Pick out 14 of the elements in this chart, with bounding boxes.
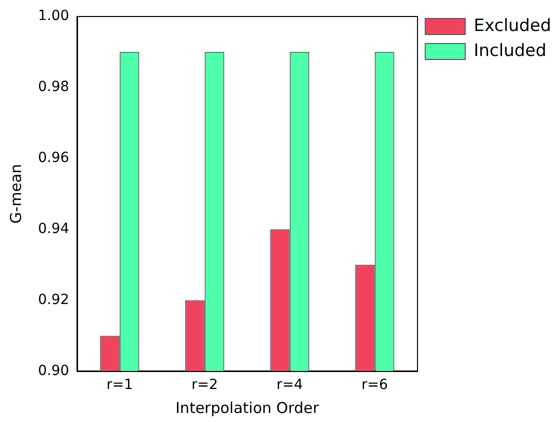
y-tick-label: 1.00 (38, 8, 70, 24)
y-tick-label: 0.96 (38, 150, 70, 166)
y-axis-title: G-mean (6, 164, 25, 224)
x-tick-label: r=6 (362, 377, 388, 394)
y-tick-label: 0.90 (38, 362, 70, 379)
x-axis-title: Interpolation Order (176, 398, 320, 417)
x-tick-label: r=1 (106, 377, 133, 394)
legend-label: Included (474, 40, 546, 61)
x-tick-label: r=4 (276, 377, 304, 394)
y-tick-label: 0.92 (38, 292, 70, 308)
x-tick-label: r=2 (192, 377, 218, 394)
legend-label: Excluded (474, 16, 552, 36)
y-tick-label: 0.98 (38, 79, 70, 95)
y-tick-label: 0.94 (38, 220, 70, 237)
